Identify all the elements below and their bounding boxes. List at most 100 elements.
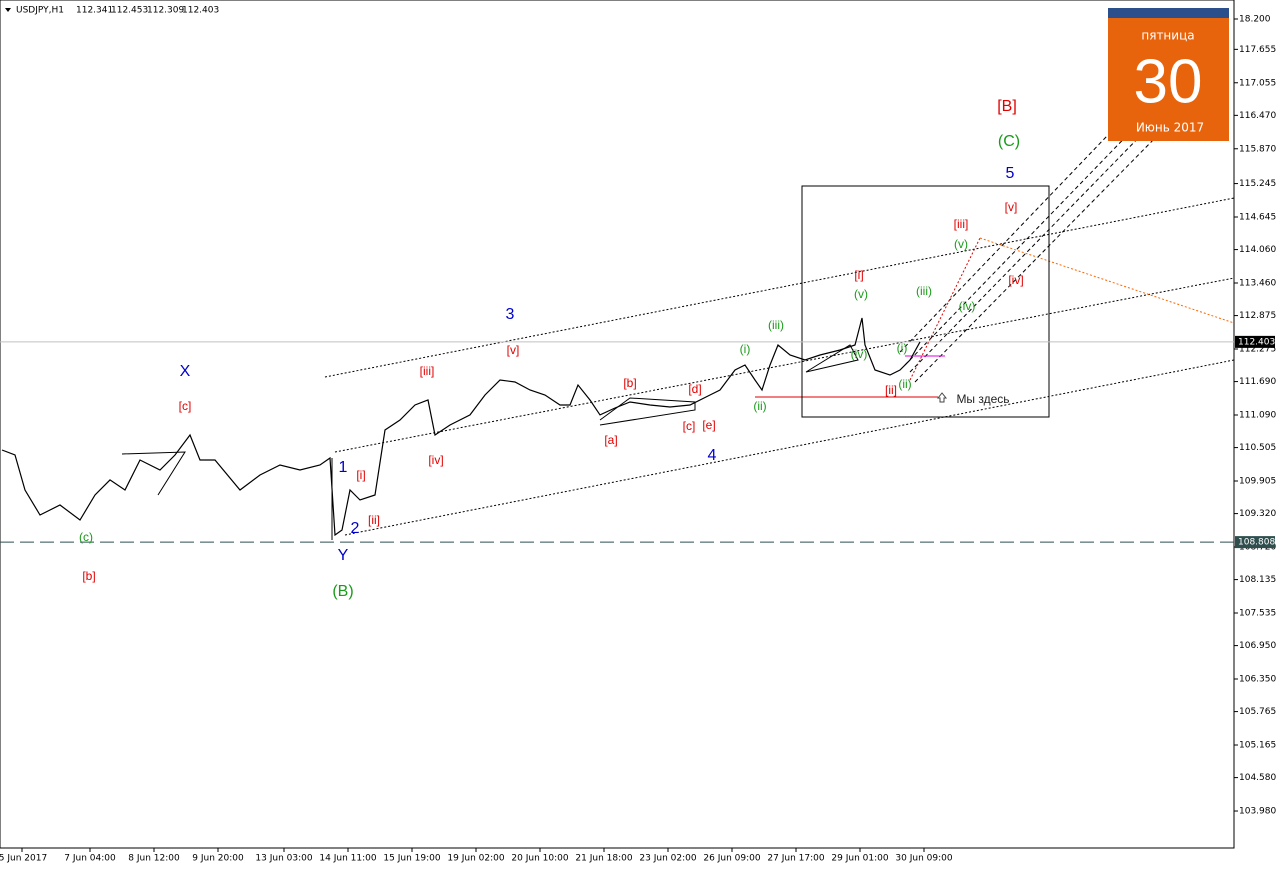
wave-label: [i] [854,268,863,282]
wave-label: 1 [339,459,348,476]
y-tick-label: 105.165 [1239,741,1276,751]
channel-lines [324,197,1235,536]
y-tick-label: 109.320 [1239,509,1276,519]
wave-label: [b] [82,569,95,583]
y-tick-label: 106.350 [1239,675,1276,685]
here-arrow [936,392,948,403]
wave-label: X [180,363,191,380]
price-label-bg [1235,536,1275,549]
x-tick-label: 19 Jun 02:00 [447,854,504,864]
y-tick-label: 111.090 [1239,411,1276,421]
y-tick-label: 106.950 [1239,641,1276,651]
y-tick-label: 107.535 [1239,609,1276,619]
plot-frame [0,0,1235,849]
target-line [979,237,1235,324]
x-tick-label: 9 Jun 20:00 [192,854,244,864]
y-tick-label: 108.135 [1239,575,1276,585]
ohlc-low: 112.309 [147,6,184,16]
wave-label: [v] [1005,200,1018,214]
wave-label: (ii) [898,377,911,391]
x-tick-label: 5 Jun 2017 [0,854,47,864]
x-tick-label: 8 Jun 12:00 [128,854,180,864]
wave-label: (v) [954,237,968,251]
x-tick-label: 30 Jun 09:00 [895,854,952,864]
x-tick-label: 7 Jun 04:00 [64,854,116,864]
price-label-bg [1235,335,1275,348]
y-tick-label: 116.470 [1239,111,1276,121]
wave-label: [a] [604,433,617,447]
y-tick-label: 111.690 [1239,377,1276,387]
wave-label: [ii] [885,383,897,397]
wave-label: [v] [507,343,520,357]
wave-label: [ii] [368,513,380,527]
wave-label: [B] [997,98,1017,115]
wave-label: [iv] [1008,273,1023,287]
header: USDJPY,H1 112.341 112.453 112.309 112.40… [5,6,219,16]
wave-label: 4 [708,447,717,464]
x-tick-label: 21 Jun 18:00 [575,854,632,864]
y-tick-label: 117.655 [1239,45,1276,55]
y-tick-label: 110.505 [1239,443,1276,453]
fan-lines [899,111,1159,383]
wave-label: (iii) [916,284,932,298]
wave-label: Y [338,547,349,564]
y-tick-label: 18.200 [1239,14,1271,24]
x-tick-label: 13 Jun 03:00 [255,854,312,864]
wave-label: (B) [332,583,353,600]
symbol: USDJPY,H1 [16,6,64,16]
wave-label: [d] [688,382,701,396]
price-label: 108.808 [1238,538,1275,548]
y-tick-label: 115.870 [1239,144,1276,154]
x-tick-label: 15 Jun 19:00 [383,854,440,864]
wave-label: (iii) [768,318,784,332]
calendar-day: 30 [1134,47,1203,116]
y-tick-label: 113.460 [1239,279,1276,289]
wave-label: [iii] [420,364,435,378]
wave-label: (C) [998,133,1020,150]
wave-label: [e] [702,418,715,432]
x-tick-label: 23 Jun 02:00 [639,854,696,864]
wave-label: 5 [1006,165,1015,182]
y-tick-label: 109.905 [1239,477,1276,487]
focus-box [801,185,1050,418]
wave-label: Мы здесь [956,392,1009,406]
x-tick-label: 14 Jun 11:00 [319,854,376,864]
price-label: 112.403 [1238,337,1275,347]
wave-label: 3 [506,306,515,323]
price-line-series [1,317,921,537]
y-tick-label: 104.580 [1239,773,1276,783]
wave-label: [c] [683,419,696,433]
calendar-weekday: пятница [1141,29,1194,43]
y-tick-label: 114.645 [1239,212,1276,222]
y-tick-label: 114.060 [1239,245,1276,255]
x-tick-label: 20 Jun 10:00 [511,854,568,864]
wave-label: 2 [351,520,360,537]
header-icon [5,8,11,12]
wave-label: (ii) [753,399,766,413]
y-tick-label: 112.275 [1239,345,1276,355]
y-axis-panel [1235,0,1276,868]
ohlc-close: 112.403 [182,6,219,16]
calendar-bg [1108,10,1229,141]
y-tick-label: 105.765 [1239,707,1276,717]
wave-label: (c) [79,530,93,544]
wave-label: [i] [356,468,365,482]
ohlc-open: 112.341 [76,6,113,16]
wave-label: (i) [897,341,908,355]
wave-label: (i) [740,342,751,356]
ohlc-high: 112.453 [111,6,148,16]
wave-label: [c] [179,399,192,413]
wave-label: [iii] [954,217,969,231]
y-tick-label: 117.055 [1239,78,1276,88]
wave-label: [b] [623,376,636,390]
x-tick-label: 29 Jun 01:00 [831,854,888,864]
wave-label: (iv) [959,299,976,313]
wave-label: [iv] [428,453,443,467]
y-tick-label: 112.875 [1239,311,1276,321]
x-tick-label: 27 Jun 17:00 [767,854,824,864]
calendar: пятница 30 Июнь 2017 [1108,8,1229,141]
calendar-month: Июнь 2017 [1136,121,1204,135]
y-tick-label: 115.245 [1239,179,1276,189]
y-tick-label: 103.980 [1239,807,1276,817]
